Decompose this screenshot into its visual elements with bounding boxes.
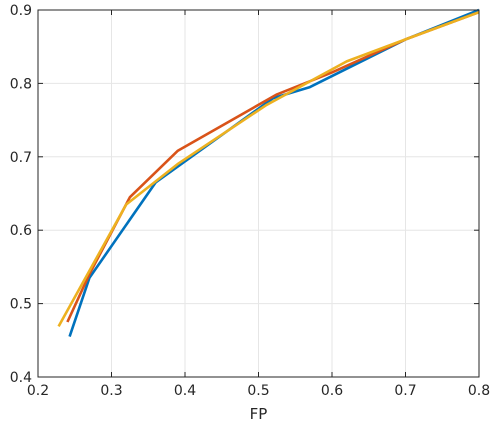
y-axis-ticks: 0.4 0.5 0.6 0.7 0.8 0.9	[10, 3, 479, 386]
series-line-2	[66, 10, 480, 323]
series-line-3	[57, 10, 480, 328]
y-tick-label: 0.7	[10, 150, 32, 166]
x-tick-label: 0.6	[321, 383, 343, 399]
x-tick-label: 0.8	[468, 383, 490, 399]
x-tick-label: 0.5	[247, 383, 269, 399]
grid	[37, 9, 480, 378]
x-tick-label: 0.3	[100, 383, 122, 399]
x-axis-ticks: 0.2 0.3 0.4 0.5 0.6 0.7 0.8	[27, 10, 490, 399]
x-tick-label: 0.7	[394, 383, 416, 399]
x-axis-label: FP	[250, 405, 268, 423]
y-tick-label: 0.9	[10, 3, 32, 19]
x-tick-label: 0.4	[174, 383, 196, 399]
x-tick-label: 0.2	[27, 383, 49, 399]
series-line-1	[68, 8, 480, 338]
y-tick-label: 0.6	[10, 223, 32, 239]
y-tick-label: 0.8	[10, 76, 32, 92]
y-tick-label: 0.4	[10, 370, 32, 386]
y-tick-label: 0.5	[10, 297, 32, 313]
series-layer	[57, 8, 480, 338]
